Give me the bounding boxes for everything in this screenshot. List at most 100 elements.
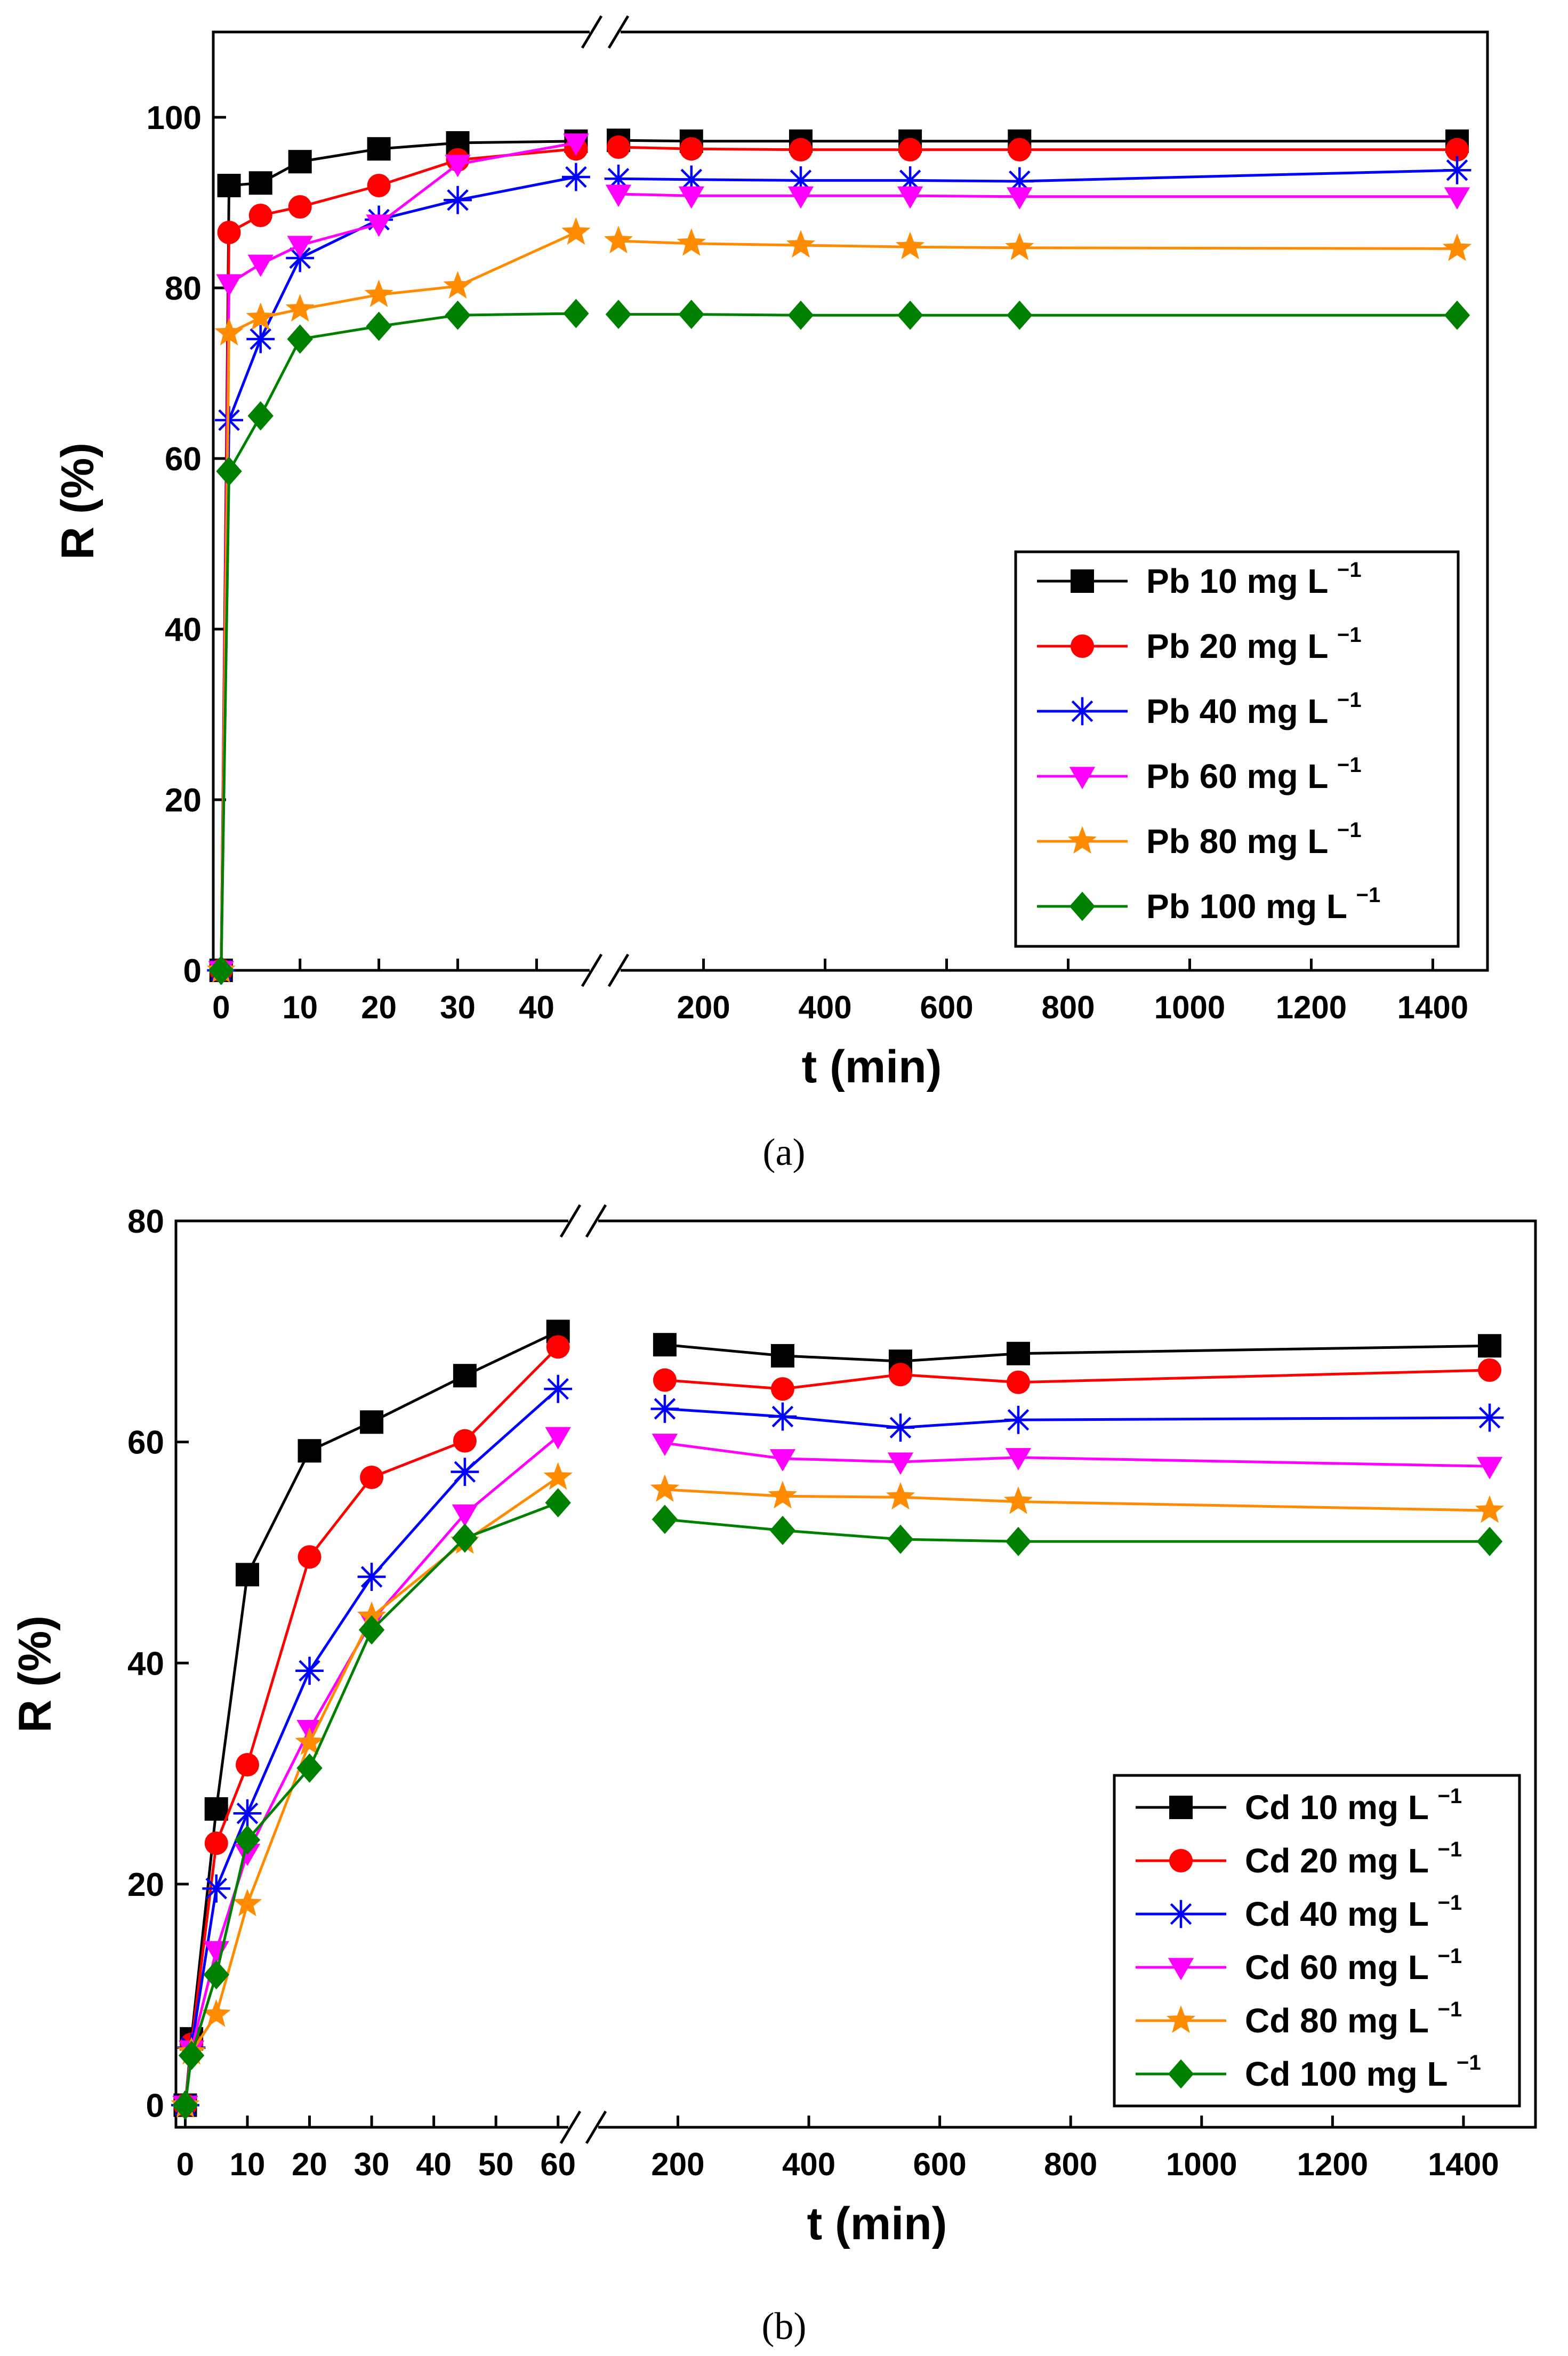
legend-marker [1167,1900,1195,1928]
y-tick-label: 80 [165,270,202,307]
data-point [886,1482,915,1510]
series-line-left [184,1330,559,2105]
data-point [1476,1526,1503,1556]
data-point [287,324,313,354]
x-tick-label: 400 [798,990,851,1025]
legend-label: Pb 40 mg L −1 [1146,688,1362,730]
x-tick-label: 1000 [1166,2146,1237,2182]
series-line-left [220,141,576,971]
legend-marker [1169,1796,1193,1819]
data-point [898,138,922,162]
legend-box [1014,550,1460,948]
data-point [888,1363,912,1387]
legend-item: Pb 40 mg L −1 [1037,688,1362,730]
series-3 [171,1374,1504,2119]
legend-item: Cd 80 mg L −1 [1136,1998,1462,2040]
x-tick-label: 10 [230,2146,266,2182]
x-tick-label: 400 [782,2146,835,2182]
legend-unit-superscript: −1 [1438,1998,1462,2021]
legend-marker [1071,634,1094,658]
data-point [678,300,704,329]
data-point [897,300,923,330]
data-point [208,955,234,985]
data-point [650,1474,680,1502]
data-point [1444,187,1470,210]
caption-a: (a) [762,1131,806,1173]
data-point [1008,138,1032,162]
legend-marker [1069,891,1096,921]
data-point [236,1753,260,1776]
x-tick-label: 60 [540,2146,576,2182]
axis-break-top [559,1204,607,1238]
data-point [787,300,814,330]
data-point [789,138,813,162]
y-tick-label: 100 [147,100,202,136]
x-axis-title: t (min) [802,1041,942,1092]
data-point [787,186,814,209]
series-2 [173,1335,1502,2117]
data-point [887,1524,914,1554]
x-tick-label: 800 [1041,990,1095,1025]
data-point [232,1888,262,1917]
data-point [366,311,392,341]
panel-a: 0 20 40 60 80 100 0 10 20 30 40 200 400 600 800 1000 120… [0,0,1568,1125]
data-point [653,1368,677,1392]
data-point [886,1413,915,1442]
data-point [364,279,393,307]
series-line-right [618,168,1458,183]
data-point [1005,1526,1032,1556]
data-point [1478,1334,1502,1358]
data-point [172,2090,198,2120]
legend-label: Cd 60 mg L −1 [1245,1944,1462,1987]
data-point [1007,187,1033,210]
data-point [769,1449,796,1472]
series-line-left [220,312,576,971]
legend-unit-superscript: −1 [1337,753,1362,777]
legend-box [1113,1774,1521,2108]
data-point [360,1410,384,1434]
data-point [1478,1358,1502,1382]
data-point [652,1505,678,1534]
legend-marker [1067,826,1097,854]
legend-item: Pb 10 mg L −1 [1037,558,1362,600]
x-tick-label: 1400 [1397,990,1468,1025]
data-point [1475,1495,1505,1523]
data-point [246,325,275,353]
data-point [1476,1457,1503,1479]
data-point [1006,1370,1030,1394]
x-axis-title: t (min) [807,2198,947,2249]
legend-unit-superscript: −1 [1457,2051,1481,2074]
data-point [247,401,274,431]
data-point [453,1364,477,1388]
data-point [234,1825,261,1855]
legend-label: Cd 100 mg L −1 [1245,2051,1481,2093]
series-line-left [184,1435,559,2105]
data-point [607,135,630,159]
data-point [178,2040,205,2070]
data-point [451,1458,479,1486]
data-point [444,186,472,214]
data-point [367,137,391,161]
data-point [544,1374,573,1403]
series-line-right [618,139,1457,143]
legend-label: Cd 80 mg L −1 [1245,1998,1462,2040]
data-point [678,186,704,209]
y-tick-label: 40 [127,1645,164,1682]
x-tick-label: 1000 [1154,990,1225,1025]
data-point [1005,232,1034,260]
data-point [563,299,589,328]
data-point [203,1960,229,1990]
legend-unit-superscript: −1 [1356,883,1381,907]
legend-label: Pb 80 mg L −1 [1146,818,1362,861]
data-point [563,133,589,156]
data-point [357,1563,386,1591]
y-tick-label: 60 [165,441,202,478]
x-tick-label: 600 [920,990,973,1025]
legend-item: Pb 20 mg L −1 [1037,623,1362,665]
data-point [367,174,391,197]
legend-marker [1168,1958,1194,1981]
x-tick-label: 40 [519,990,554,1025]
legend: Cd 10 mg L −1 Cd 20 mg L −1 Cd 40 mg L −1 C… [1113,1774,1521,2108]
axis-break-top [581,15,630,49]
data-point [679,137,703,161]
